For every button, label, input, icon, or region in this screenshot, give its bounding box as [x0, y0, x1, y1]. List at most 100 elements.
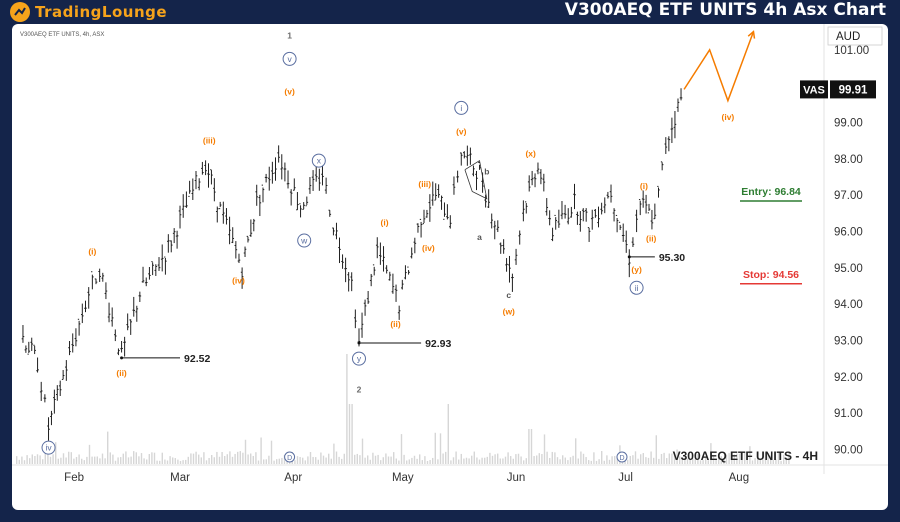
- volume-bar: [263, 459, 265, 464]
- volume-bar: [757, 451, 759, 464]
- volume-bar: [458, 459, 460, 464]
- volume-bar: [653, 457, 655, 464]
- volume-bar: [725, 454, 728, 464]
- volume-bar: [161, 452, 163, 464]
- volume-bar: [18, 459, 20, 464]
- volume-bar: [593, 452, 595, 464]
- volume-bar: [536, 455, 538, 464]
- y-tick-label: 101.00: [834, 45, 869, 57]
- volume-bar: [692, 458, 694, 464]
- volume-bar: [702, 460, 704, 464]
- volume-bar: [668, 453, 670, 464]
- volume-bar: [642, 453, 644, 464]
- level-label: 92.52: [184, 353, 210, 365]
- volume-bar: [304, 460, 306, 464]
- volume-bar: [278, 458, 280, 464]
- volume-bar: [746, 460, 748, 464]
- chart-bottom-label: V300AEQ ETF UNITS - 4H: [673, 449, 818, 463]
- volume-bar: [257, 460, 260, 464]
- volume-bar: [122, 453, 124, 464]
- volume-bar: [101, 453, 104, 464]
- volume-bar: [226, 454, 228, 464]
- volume-bar: [244, 439, 247, 464]
- volume-bar: [34, 456, 36, 464]
- volume-bar: [44, 449, 46, 464]
- volume-bar: [393, 452, 395, 464]
- volume-bar: [486, 456, 488, 464]
- volume-bar: [468, 458, 470, 464]
- volume-bar: [476, 457, 478, 464]
- volume-bar: [387, 456, 390, 464]
- wave-label-circle: [297, 233, 312, 248]
- volume-bar: [478, 459, 481, 464]
- level-label: 95.30: [659, 252, 685, 264]
- volume-bar: [382, 457, 384, 464]
- wave-label: (i): [640, 181, 648, 191]
- volume-bar: [294, 460, 296, 464]
- volume-bar: [632, 455, 634, 464]
- volume-bar: [224, 456, 226, 464]
- volume-bar: [731, 452, 733, 464]
- volume-bar: [138, 456, 140, 464]
- volume-bar: [330, 458, 332, 464]
- volume-bar: [26, 455, 28, 464]
- wave-label: (ii): [116, 368, 127, 378]
- volume-bar: [140, 453, 143, 464]
- volume-bar: [710, 443, 712, 464]
- volume-bar: [255, 452, 257, 464]
- volume-bar: [91, 456, 93, 464]
- volume-bar: [21, 456, 23, 464]
- volume-bar: [312, 456, 314, 464]
- volume-bar: [546, 451, 548, 464]
- price-chart[interactable]: V300AEQ ETF UNITS, 4h, ASX 92.52 92.93 95.3…: [12, 24, 888, 510]
- volume-bar: [174, 458, 176, 464]
- volume-bar: [663, 452, 665, 464]
- volume-bar: [177, 459, 179, 464]
- volume-bar: [143, 458, 145, 464]
- event-marker-label: D: [619, 455, 624, 462]
- volume-bar: [307, 456, 309, 464]
- volume-bar: [265, 459, 267, 464]
- volume-bar: [333, 443, 335, 464]
- volume-bar: [679, 456, 681, 464]
- volume-bar: [65, 457, 67, 464]
- volume-bar: [325, 457, 327, 464]
- volume-bar: [434, 432, 436, 464]
- volume-bar: [309, 451, 312, 464]
- volume-bar: [247, 454, 249, 464]
- volume-bar: [268, 455, 270, 464]
- volume-bar: [491, 455, 494, 464]
- event-marker: [284, 451, 296, 463]
- volume-bar: [450, 460, 452, 464]
- volume-bar: [120, 457, 122, 464]
- volume-bar: [681, 457, 683, 464]
- volume-bar: [445, 451, 447, 464]
- wave-label-circle: [41, 440, 56, 455]
- volume-bar: [39, 455, 41, 464]
- volume-bar: [517, 453, 520, 464]
- chart-panel[interactable]: V300AEQ ETF UNITS, 4h, ASX 92.52 92.93 95.3…: [12, 24, 888, 510]
- currency-box: [827, 26, 883, 46]
- volume-bar: [585, 457, 587, 464]
- volume-bar: [606, 455, 608, 464]
- volume-bar: [629, 455, 631, 464]
- volume-bar: [281, 457, 283, 464]
- volume-bar: [52, 454, 54, 464]
- volume-bar: [205, 460, 208, 464]
- volume-bar: [712, 455, 715, 464]
- volume-bar: [55, 442, 57, 464]
- volume-bar: [541, 453, 543, 464]
- volume-bar: [109, 452, 111, 464]
- x-tick-label: Feb: [64, 472, 84, 484]
- volume-bar: [398, 460, 400, 464]
- volume-bar: [601, 451, 603, 464]
- volume-bar: [671, 453, 673, 464]
- volume-bar: [57, 458, 59, 464]
- volume-bar: [426, 460, 429, 464]
- volume-bar: [767, 452, 769, 464]
- y-tick-label: 92.00: [834, 372, 863, 384]
- volume-bar: [367, 455, 369, 464]
- volume-bar: [60, 457, 62, 464]
- volume-bar: [237, 451, 239, 464]
- volume-bar: [406, 460, 408, 464]
